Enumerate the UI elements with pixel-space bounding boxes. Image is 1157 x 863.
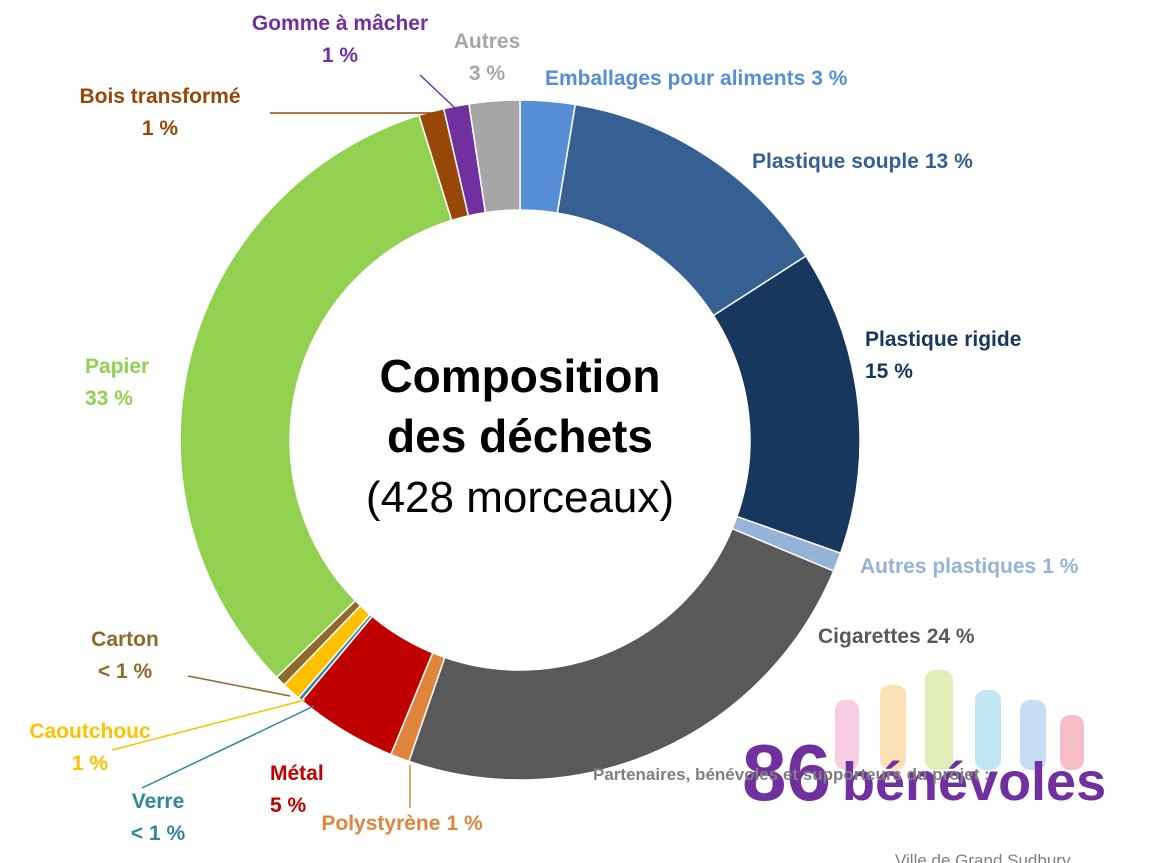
value-label: 1 % — [72, 752, 109, 775]
data-label: Gomme à mâcher 1 % — [252, 12, 428, 67]
value-label: 3 % — [811, 67, 848, 90]
leader-line — [188, 676, 290, 696]
data-label: Carton < 1 % — [91, 628, 159, 683]
chart-title: des déchets — [387, 410, 653, 462]
data-label: Autres 3 % — [454, 30, 521, 85]
partner-name: Ville de Grand Sudbury — [895, 851, 1071, 863]
data-label: Polystyrène 1 % — [321, 812, 483, 835]
data-label: Bois transformé 1 % — [79, 85, 240, 140]
category-label: Autres plastiques — [860, 555, 1036, 578]
volunteer-caption: Partenaires, bénévoles et supporteurs du… — [593, 765, 990, 784]
data-label: Autres plastiques 1 % — [860, 555, 1079, 578]
category-label: Gomme à mâcher — [252, 12, 428, 35]
category-label: Verre — [132, 790, 185, 813]
chart: Emballages pour aliments 3 % Plastique sou… — [0, 0, 1157, 863]
data-label: Plastique souple 13 % — [752, 150, 973, 173]
data-label: Verre < 1 % — [131, 790, 186, 845]
data-label: Papier 33 % — [85, 355, 149, 410]
value-label: 1 % — [1042, 555, 1079, 578]
category-label: Caoutchouc — [29, 720, 151, 743]
value-label: < 1 % — [98, 660, 153, 683]
chart-subtitle: (428 morceaux) — [366, 473, 674, 522]
data-label: Cigarettes 24 % — [818, 625, 975, 648]
data-label: Métal 5 % — [270, 762, 324, 817]
category-label: Métal — [270, 762, 324, 785]
value-label: 33 % — [85, 387, 133, 410]
category-label: Papier — [85, 355, 149, 378]
data-label: Plastique rigide 15 % — [865, 328, 1021, 383]
value-label: 1 % — [322, 44, 359, 67]
value-label: 5 % — [270, 794, 307, 817]
category-label: Plastique rigide — [865, 328, 1021, 351]
category-label: Cigarettes — [818, 625, 921, 648]
value-label: < 1 % — [131, 822, 186, 845]
donut-segment — [713, 256, 860, 553]
category-label: Emballages pour aliments — [545, 67, 805, 90]
category-label: Autres — [454, 30, 521, 53]
chart-title: Composition — [379, 350, 660, 402]
value-label: 1 % — [446, 812, 483, 835]
value-label: 1 % — [142, 117, 179, 140]
category-label: Bois transformé — [79, 85, 240, 108]
data-label: Emballages pour aliments 3 % — [545, 67, 848, 90]
value-label: 13 % — [925, 150, 973, 173]
category-label: Carton — [91, 628, 159, 651]
value-label: 3 % — [469, 62, 506, 85]
category-label: Polystyrène — [321, 812, 440, 835]
value-label: 24 % — [927, 625, 975, 648]
category-label: Plastique souple — [752, 150, 919, 173]
data-label: Caoutchouc 1 % — [29, 720, 151, 775]
value-label: 15 % — [865, 360, 913, 383]
leader-line — [420, 75, 455, 108]
